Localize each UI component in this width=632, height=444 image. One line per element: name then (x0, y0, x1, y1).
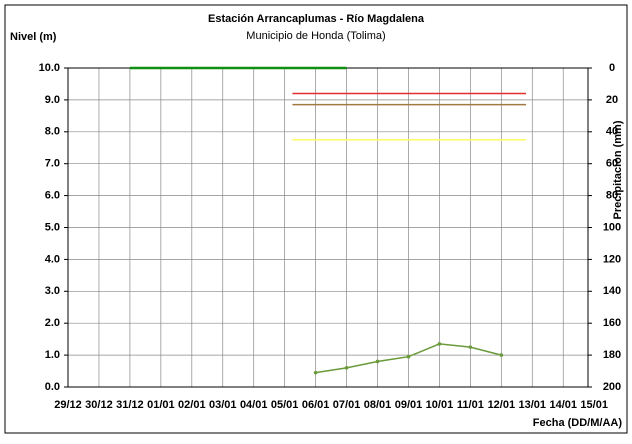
x-tick-label: 14/01 (549, 399, 577, 411)
y2-tick-label: 60 (606, 158, 618, 170)
x-tick-label: 05/01 (271, 399, 299, 411)
y-tick-label: 10.0 (39, 62, 60, 74)
x-tick-label: 08/01 (364, 399, 392, 411)
point (375, 359, 380, 364)
x-tick-label: 03/01 (209, 399, 237, 411)
x-tick-label: 12/01 (488, 399, 516, 411)
x-tick-label: 01/01 (147, 399, 175, 411)
x-tick-label: 11/01 (457, 399, 484, 411)
point (437, 342, 442, 346)
x-tick-label: 02/01 (178, 399, 206, 411)
x-tick-label: 30/12 (85, 399, 113, 411)
x-axis-label: Fecha (DD/M/AA) (533, 417, 623, 429)
y2-tick-label: 160 (603, 317, 621, 329)
y-tick-label: 7.0 (45, 158, 60, 170)
x-tick-label: 09/01 (395, 399, 423, 411)
y-tick-label: 6.0 (45, 190, 60, 202)
x-tick-label: 15/01 (580, 399, 608, 411)
y2-tick-label: 80 (606, 190, 618, 202)
x-tick-label: 06/01 (302, 399, 330, 411)
y-tick-label: 4.0 (45, 253, 60, 265)
point (499, 353, 504, 357)
y-axis-label: Nivel (m) (10, 31, 57, 43)
chart-title: Estación Arrancaplumas - Río Magdalena (208, 13, 425, 25)
x-tick-label: 13/01 (519, 399, 547, 411)
y-tick-label: 5.0 (45, 221, 60, 233)
y-tick-label: 1.0 (45, 349, 60, 361)
x-tick-label: 31/12 (116, 399, 144, 411)
y-tick-label: 3.0 (45, 285, 60, 297)
y2-tick-label: 180 (603, 349, 621, 361)
point (344, 366, 349, 370)
y2-tick-label: 140 (603, 285, 621, 297)
frame (4, 4, 628, 434)
point (313, 370, 318, 375)
y2-tick-label: 120 (603, 253, 621, 265)
y-tick-label: 0.0 (45, 381, 60, 393)
x-tick-label: 04/01 (240, 399, 268, 411)
y-tick-label: 8.0 (45, 126, 60, 138)
y2-tick-label: 20 (606, 94, 618, 106)
x-tick-label: 07/01 (333, 399, 361, 411)
point (468, 345, 473, 349)
y-tick-label: 9.0 (45, 94, 60, 106)
y-tick-label: 2.0 (45, 317, 60, 329)
x-tick-label: 10/01 (426, 399, 454, 411)
y2-axis-label: Precipitacion (mm) (612, 120, 624, 219)
x-tick-label: 29/12 (54, 399, 82, 411)
y2-tick-label: 0 (609, 62, 615, 74)
y2-tick-label: 200 (603, 381, 621, 393)
y2-tick-label: 100 (603, 221, 621, 233)
y2-tick-label: 40 (606, 126, 618, 138)
chart-subtitle: Municipio de Honda (Tolima) (246, 30, 385, 42)
point (406, 354, 411, 359)
